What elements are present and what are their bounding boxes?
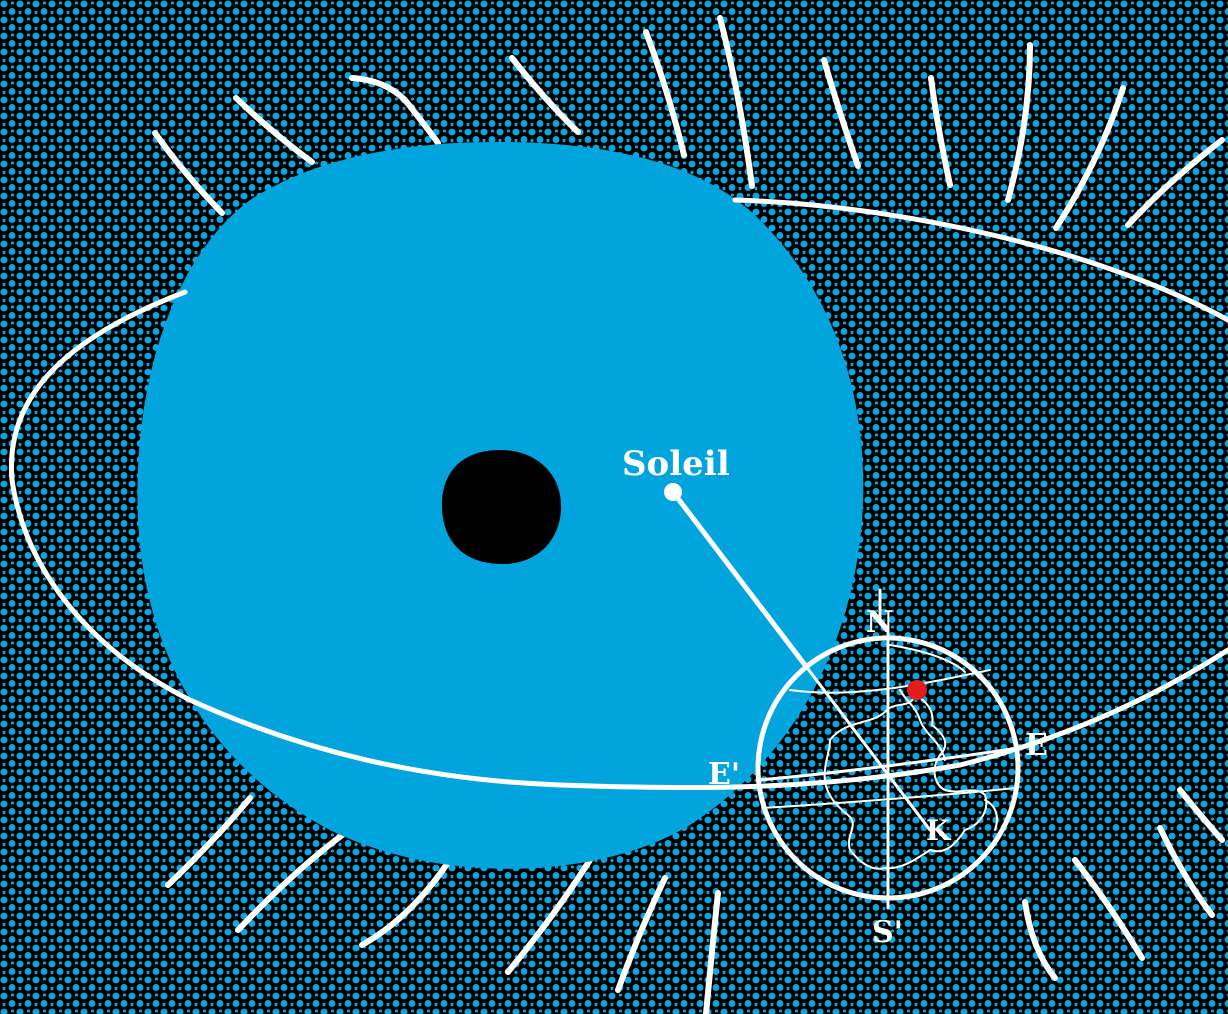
north-label: N: [866, 605, 893, 640]
sun-rays: [152, 15, 1225, 1014]
south-label: S': [872, 915, 903, 950]
orbit-path: [8, 197, 1228, 791]
sun-core: [442, 450, 562, 565]
point-k-label: K: [926, 814, 952, 847]
sun-pointer: [664, 483, 807, 667]
east-label: E: [1025, 728, 1048, 763]
east-prime-label: E': [708, 757, 740, 792]
location-marker: [907, 680, 927, 700]
sun-label: Soleil: [622, 444, 730, 484]
